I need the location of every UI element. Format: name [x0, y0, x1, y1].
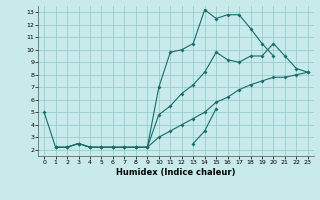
X-axis label: Humidex (Indice chaleur): Humidex (Indice chaleur) — [116, 168, 236, 177]
